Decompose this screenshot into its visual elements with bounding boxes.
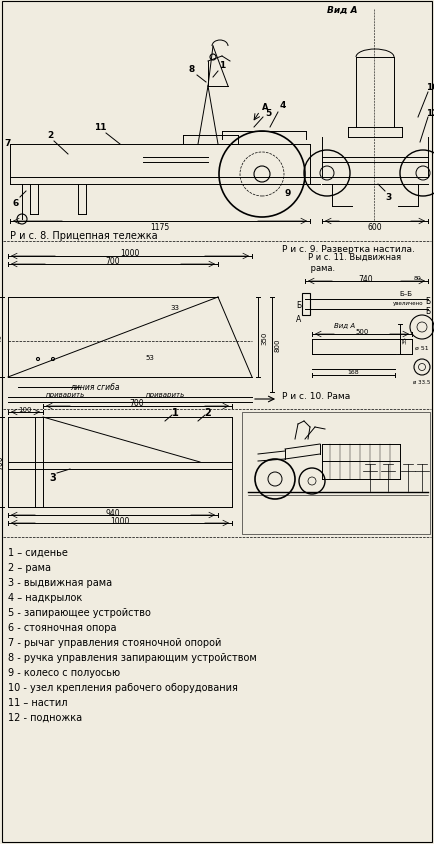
- Text: 10 - узел крепления рабочего оборудования: 10 - узел крепления рабочего оборудовани…: [8, 682, 238, 692]
- Text: А: А: [296, 315, 302, 324]
- Text: 70: 70: [0, 333, 3, 342]
- Text: 10: 10: [426, 84, 434, 92]
- Text: 11: 11: [94, 123, 106, 133]
- Text: 700: 700: [106, 257, 120, 266]
- Text: 3: 3: [49, 473, 56, 483]
- Text: Б–Б: Б–Б: [400, 290, 412, 296]
- Text: A: A: [262, 103, 268, 112]
- Text: Р и с. 11. Выдвижная
 рама.: Р и с. 11. Выдвижная рама.: [308, 253, 401, 273]
- Text: 9: 9: [285, 188, 291, 197]
- Bar: [302, 294, 310, 316]
- Text: 12: 12: [426, 108, 434, 117]
- Text: увеличено: увеличено: [393, 301, 423, 306]
- Text: Р и с. 9. Развертка настила.: Р и с. 9. Развертка настила.: [282, 246, 415, 254]
- Text: 4: 4: [280, 101, 286, 111]
- Text: приварить: приварить: [145, 392, 184, 398]
- Text: ø 33.5: ø 33.5: [413, 379, 431, 384]
- Text: 2: 2: [47, 132, 53, 140]
- Text: 168: 168: [347, 370, 359, 375]
- Text: 8: 8: [189, 66, 195, 74]
- Text: ø 51: ø 51: [415, 345, 429, 350]
- Text: 1000: 1000: [110, 516, 130, 525]
- Text: Вид А: Вид А: [335, 322, 355, 327]
- Text: 33: 33: [171, 305, 180, 311]
- Text: 1 – сиденье: 1 – сиденье: [8, 548, 68, 557]
- Text: Б: Б: [425, 297, 431, 306]
- Text: линия сгиба: линия сгиба: [70, 383, 120, 392]
- Text: 9 - колесо с полуосью: 9 - колесо с полуосью: [8, 668, 120, 677]
- Text: 5 - запирающее устройство: 5 - запирающее устройство: [8, 608, 151, 617]
- Text: 12 - подножка: 12 - подножка: [8, 712, 82, 722]
- Text: 350: 350: [261, 331, 267, 344]
- Text: 700: 700: [130, 399, 145, 408]
- Text: 700: 700: [0, 455, 4, 470]
- Text: 80: 80: [414, 276, 422, 281]
- Text: Б: Б: [425, 307, 431, 316]
- Text: 7: 7: [5, 139, 11, 149]
- Text: 11 – настил: 11 – настил: [8, 697, 68, 707]
- Text: 1175: 1175: [150, 222, 170, 231]
- Text: приварить: приварить: [46, 392, 85, 398]
- Text: 740: 740: [358, 274, 373, 284]
- Text: 3: 3: [385, 192, 391, 201]
- Text: Р и с. 8. Прицепная тележка: Р и с. 8. Прицепная тележка: [10, 230, 158, 241]
- Text: 6 - стояночная опора: 6 - стояночная опора: [8, 622, 116, 632]
- Text: 5: 5: [265, 108, 271, 117]
- Text: Б: Б: [296, 300, 302, 309]
- Text: 6: 6: [13, 198, 19, 208]
- Text: Р и с. 10. Рама: Р и с. 10. Рама: [282, 392, 350, 401]
- Text: 800: 800: [275, 338, 281, 351]
- Text: 1: 1: [219, 61, 225, 69]
- Text: 8 - ручка управления запирающим устройством: 8 - ручка управления запирающим устройст…: [8, 652, 257, 663]
- Text: 2: 2: [204, 408, 211, 418]
- Text: 500: 500: [355, 328, 369, 334]
- Text: 100: 100: [18, 407, 32, 413]
- Bar: [242, 413, 430, 534]
- Text: 1000: 1000: [120, 249, 140, 258]
- Text: Вид А: Вид А: [327, 6, 357, 14]
- Text: 4 – надкрылок: 4 – надкрылок: [8, 592, 82, 603]
- Text: 600: 600: [368, 222, 382, 231]
- Text: 3 - выдвижная рама: 3 - выдвижная рама: [8, 577, 112, 587]
- Text: 7 - рычаг управления стояночной опорой: 7 - рычаг управления стояночной опорой: [8, 637, 221, 647]
- Text: 2 – рама: 2 – рама: [8, 562, 51, 572]
- Text: 1: 1: [171, 408, 178, 418]
- Text: 940: 940: [106, 508, 120, 517]
- Text: 53: 53: [145, 354, 155, 360]
- Text: 35: 35: [402, 336, 408, 344]
